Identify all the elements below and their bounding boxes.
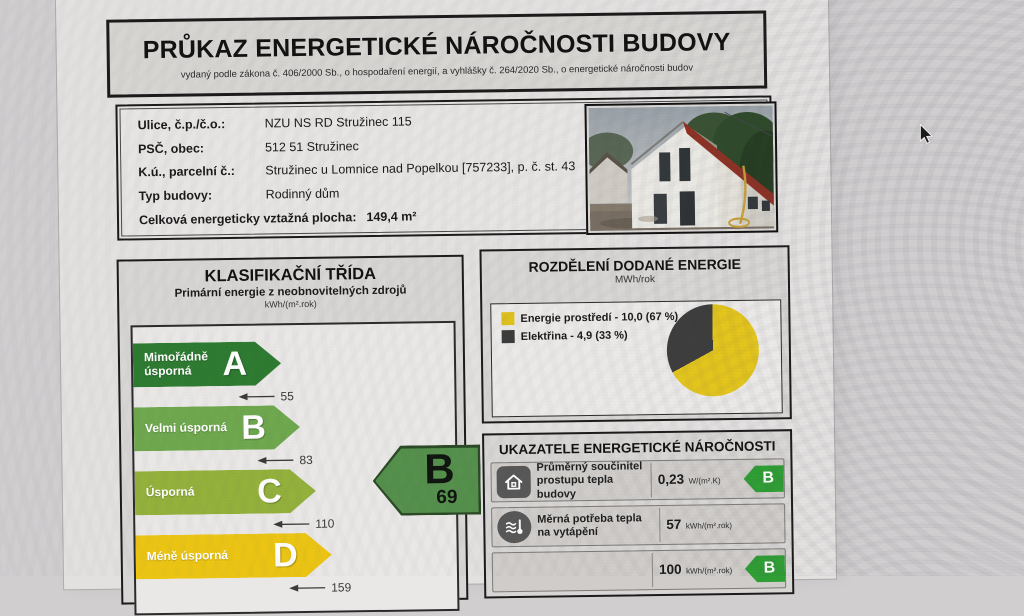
class-badge-letter: B bbox=[762, 469, 774, 487]
energy-class-label: Velmi úsporná bbox=[134, 421, 241, 436]
energy-class-bar: Velmi úsporná B bbox=[134, 405, 301, 451]
legend-swatch bbox=[501, 312, 514, 325]
class-badge-letter: B bbox=[764, 559, 776, 577]
classification-box: KLASIFIKAČNÍ TŘÍDA Primární energie z ne… bbox=[117, 255, 469, 605]
class-badge-arrow: B bbox=[744, 465, 784, 493]
energy-split-panel: Energie prostředí - 10,0 (67 %) Elektřin… bbox=[490, 299, 783, 417]
mouse-cursor bbox=[919, 124, 933, 149]
building-info-row: PSČ, obec: 512 51 Stružinec bbox=[138, 136, 578, 158]
building-info-box: Ulice, č.p./č.o.: NZU NS RD Stružinec 11… bbox=[115, 95, 773, 240]
indicator-unit: kWh/(m².rok) bbox=[686, 566, 732, 576]
house-photo-illustration bbox=[589, 105, 775, 231]
indicator-rows: Průměrný součinitel prostupu tepla budov… bbox=[490, 458, 786, 592]
legend-swatch bbox=[502, 330, 515, 343]
legend-item: Elektřina - 4,9 (33 %) bbox=[502, 328, 679, 343]
legend-item: Energie prostředí - 10,0 (67 %) bbox=[501, 310, 678, 325]
indicator-value: 100 bbox=[659, 562, 682, 577]
energy-class-letter: A bbox=[222, 344, 281, 384]
energy-class-bar: Mimořádně úsporná A bbox=[133, 341, 282, 387]
indicators-box: UKAZATELE ENERGETICKÉ NÁROČNOSTI bbox=[482, 429, 794, 598]
threshold-value: 159 bbox=[331, 580, 351, 594]
info-value: NZU NS RD Stružinec 115 bbox=[265, 114, 412, 132]
class-threshold: 55 bbox=[237, 387, 454, 404]
indicator-unit: W/(m².K) bbox=[689, 476, 721, 485]
indicator-label: Měrná potřeba tepla na vytápění bbox=[537, 512, 655, 540]
energy-class-letter: B bbox=[241, 408, 300, 448]
class-threshold: 159 bbox=[288, 579, 457, 595]
indicator-label: Průměrný součinitel prostupu tepla budov… bbox=[536, 460, 647, 501]
indicator-row: Průměrný součinitel prostupu tepla budov… bbox=[490, 458, 785, 502]
building-info-row: Ulice, č.p./č.o.: NZU NS RD Stružinec 11… bbox=[138, 112, 578, 134]
energy-class-label: Méně úsporná bbox=[136, 549, 243, 564]
result-class-letter: B bbox=[424, 451, 455, 487]
indicator-label bbox=[538, 570, 648, 572]
info-value: Stružinec u Lomnice nad Popelkou [757233… bbox=[265, 159, 575, 179]
indicator-value: 57 bbox=[666, 517, 681, 532]
divider bbox=[652, 553, 653, 587]
left-arrow-icon bbox=[272, 520, 310, 529]
energy-class-label: Úsporná bbox=[135, 485, 242, 500]
pie-chart bbox=[666, 304, 759, 397]
legend-label: Elektřina - 4,9 (33 %) bbox=[521, 329, 628, 342]
certificate-page: PRŮKAZ ENERGETICKÉ NÁROČNOSTI BUDOVY vyd… bbox=[56, 0, 836, 589]
info-label: PSČ, obec: bbox=[138, 140, 265, 157]
info-label: K.ú., parcelní č.: bbox=[138, 164, 265, 181]
classification-scale-panel: Mimořádně úsporná A 55 Velmi úsporná B 8… bbox=[130, 321, 459, 616]
pie-legend: Energie prostředí - 10,0 (67 %) Elektřin… bbox=[501, 310, 678, 348]
indicator-unit: kWh/(m².rok) bbox=[686, 521, 732, 531]
threshold-value: 83 bbox=[299, 453, 313, 467]
info-label: Ulice, č.p./č.o.: bbox=[138, 117, 265, 134]
building-info-row: K.ú., parcelní č.: Stružinec u Lomnice n… bbox=[138, 159, 578, 181]
left-arrow-icon bbox=[237, 392, 275, 401]
legend-label: Energie prostředí - 10,0 (67 %) bbox=[520, 310, 678, 324]
info-label: Typ budovy: bbox=[139, 187, 266, 204]
energy-class-letter: C bbox=[257, 471, 316, 511]
info-value: 149,4 m² bbox=[366, 209, 416, 225]
threshold-value: 55 bbox=[280, 389, 294, 403]
divider bbox=[651, 463, 652, 497]
building-info-row: Celková energeticky vztažná plocha: 149,… bbox=[139, 207, 579, 229]
energy-class-bar: Méně úsporná D bbox=[135, 533, 332, 580]
threshold-value: 110 bbox=[315, 517, 334, 531]
energy-split-box: ROZDĚLENÍ DODANÉ ENERGIE MWh/rok Energie… bbox=[479, 245, 791, 423]
class-badge-arrow: B bbox=[745, 555, 785, 583]
info-value: Rodinný dům bbox=[266, 186, 340, 203]
left-arrow-icon bbox=[256, 456, 294, 465]
cursor-arrow-icon bbox=[919, 124, 933, 144]
house-icon bbox=[496, 466, 530, 498]
indicator-row: 100 kWh/(m².rok) B bbox=[492, 548, 787, 592]
page-subtitle: vydaný podle zákona č. 406/2000 Sb., o h… bbox=[181, 62, 693, 80]
building-info-row: Typ budovy: Rodinný dům bbox=[139, 183, 579, 205]
class-scale-row: Méně úsporná D 159 bbox=[135, 531, 457, 597]
energy-class-letter: D bbox=[273, 535, 332, 575]
indicators-title: UKAZATELE ENERGETICKÉ NÁROČNOSTI bbox=[490, 438, 784, 457]
certificate-title-box: PRŮKAZ ENERGETICKÉ NÁROČNOSTI BUDOVY vyd… bbox=[106, 11, 767, 98]
left-arrow-icon bbox=[288, 584, 326, 593]
divider bbox=[659, 508, 660, 542]
heating-icon bbox=[497, 511, 531, 543]
info-value: 512 51 Stružinec bbox=[265, 139, 359, 156]
class-threshold: 110 bbox=[272, 515, 456, 532]
info-label: Celková energeticky vztažná plocha: bbox=[139, 210, 357, 229]
class-scale-row: Mimořádně úsporná A 55 bbox=[133, 339, 455, 405]
indicator-value: 0,23 bbox=[658, 472, 684, 487]
energy-class-label: Mimořádně úsporná bbox=[133, 350, 223, 379]
page-title: PRŮKAZ ENERGETICKÉ NÁROČNOSTI BUDOVY bbox=[143, 28, 731, 65]
energy-class-bar: Úsporná C bbox=[135, 469, 317, 516]
building-photo bbox=[584, 101, 778, 235]
building-info-rows: Ulice, č.p./č.o.: NZU NS RD Stružinec 11… bbox=[138, 112, 580, 236]
indicator-row: Měrná potřeba tepla na vytápění 57 kWh/(… bbox=[491, 503, 786, 547]
result-class-value: 69 bbox=[436, 487, 457, 509]
